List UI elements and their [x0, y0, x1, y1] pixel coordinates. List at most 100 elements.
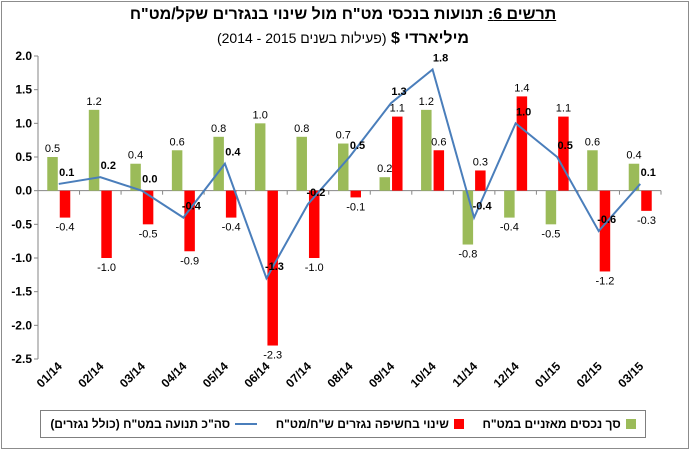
y-tick-label: 2.0: [15, 49, 32, 63]
green-bar-label: 0.4: [128, 150, 143, 162]
line-data-label: -0.6: [597, 214, 616, 226]
red-bar-label: -0.4: [222, 222, 241, 234]
line-data-label: 0.0: [142, 174, 157, 186]
red-bar-label: 1.1: [390, 103, 405, 115]
green-bar: [587, 150, 598, 191]
red-bar-label: 0.6: [431, 136, 446, 148]
legend-swatch-line: [235, 423, 258, 425]
green-bar: [254, 123, 266, 191]
green-bar-label: 0.6: [169, 136, 184, 148]
unit-label: מיליארדי $: [390, 30, 470, 47]
legend-item-red: שינוי בחשיפה נגזרים ש"ח/מט"ח: [276, 417, 464, 431]
y-tick-label: 0.0: [15, 184, 32, 198]
x-tick-label: 02/14: [75, 359, 106, 390]
figure-label: תרשים 6:: [487, 6, 557, 23]
period-label: (פעילות בשנים 2015 - 2014): [216, 30, 387, 46]
x-tick-label: 04/14: [158, 359, 189, 390]
green-bar-label: 0.8: [294, 123, 309, 135]
x-tick-label: 10/14: [408, 359, 439, 390]
red-bar: [558, 116, 569, 191]
line-data-label: -0.4: [473, 201, 493, 213]
red-bar-label: -1.0: [305, 262, 324, 274]
green-bar: [296, 136, 307, 191]
green-bar-label: -0.4: [500, 222, 519, 234]
y-tick-label: 0.5: [15, 150, 32, 164]
legend-label-red: שינוי בחשיפה נגזרים ש"ח/מט"ח: [275, 417, 449, 431]
red-bar: [392, 116, 403, 191]
line-data-label: 1.8: [433, 52, 448, 64]
red-bar-label: -1.2: [595, 275, 614, 287]
green-bar: [47, 157, 58, 191]
x-tick-label: 01/14: [34, 359, 65, 390]
legend-item-green: סך נכסים מאזניים במט"ח: [482, 417, 636, 431]
x-tick-label: 03/14: [117, 359, 148, 390]
red-bar-label: -1.0: [97, 262, 116, 274]
red-bar: [599, 190, 611, 272]
red-bar-label: -0.5: [139, 228, 158, 240]
green-bar-label: 1.2: [86, 96, 101, 108]
green-bar: [379, 177, 391, 191]
green-bar: [545, 190, 557, 225]
y-tick-label: -1.0: [11, 251, 32, 265]
green-bar-label: 1.2: [419, 96, 434, 108]
green-bar: [462, 190, 474, 245]
green-bar: [88, 109, 100, 191]
green-bar-label: 0.8: [211, 123, 226, 135]
line-data-label: 0.2: [101, 160, 116, 172]
x-tick-label: 11/14: [450, 359, 481, 390]
y-tick-label: -0.5: [11, 217, 32, 231]
red-bar-label: 0.3: [473, 156, 488, 168]
green-bar-label: 0.7: [336, 130, 351, 142]
line-data-label: 0.5: [558, 140, 573, 152]
red-bar-label: -0.9: [180, 255, 199, 267]
legend-swatch-green: [625, 419, 636, 429]
x-tick-label: 07/14: [283, 359, 314, 390]
green-bar: [338, 143, 349, 191]
green-bar: [628, 163, 640, 191]
x-tick-label: 09/14: [366, 359, 397, 390]
red-bar: [475, 170, 486, 191]
red-bar: [59, 190, 71, 218]
x-tick-label: 01/15: [532, 359, 563, 390]
red-bar: [516, 96, 528, 191]
red-bar-label: 1.1: [556, 103, 571, 115]
title-text: תנועות בנכסי מט"ח מול שינוי בנגזרים שקל/…: [129, 6, 484, 23]
x-tick-label: 03/15: [615, 359, 646, 390]
x-tick-label: 02/15: [574, 359, 605, 390]
line-data-label: 0.4: [225, 147, 241, 159]
legend-swatch-red: [453, 419, 464, 429]
green-bar-label: 0.4: [626, 150, 641, 162]
x-tick-label: 12/14: [491, 359, 522, 390]
red-bar: [101, 190, 112, 258]
y-tick-label: -1.5: [11, 285, 32, 299]
red-bar: [641, 190, 652, 211]
line-data-label: 1.3: [391, 86, 406, 98]
line-data-label: 0.5: [350, 140, 365, 152]
line-data-label: -1.3: [265, 261, 284, 273]
red-bar-label: -2.3: [263, 350, 282, 362]
red-bar: [184, 190, 195, 252]
legend-label-green: סך נכסים מאזניים במט"ח: [482, 417, 621, 431]
y-tick-label: -2.0: [11, 318, 32, 332]
line-data-label: 0.1: [641, 167, 656, 179]
green-bar: [213, 136, 224, 191]
red-bar: [350, 190, 361, 198]
line-data-label: -0.2: [306, 187, 325, 199]
y-tick-label: 1.5: [15, 83, 32, 97]
y-tick-label: -2.5: [11, 352, 32, 366]
legend-item-line: סה"כ תנועה במט"ח (כולל נגזרים): [50, 417, 258, 431]
red-bar-label: -0.4: [56, 222, 75, 234]
line-data-label: -0.4: [182, 201, 202, 213]
chart-subtitle: מיליארדי $ (פעילות בשנים 2015 - 2014): [0, 30, 686, 48]
red-bar: [308, 190, 320, 258]
red-bar-label: 1.4: [514, 82, 529, 94]
red-bar: [433, 150, 445, 191]
x-tick-label: 06/14: [241, 359, 272, 390]
line-data-label: 1.0: [516, 106, 531, 118]
green-bar-label: 0.6: [585, 136, 600, 148]
green-bar: [171, 150, 183, 191]
chart-title: תרשים 6: תנועות בנכסי מט"ח מול שינוי בנג…: [0, 6, 686, 24]
y-tick-label: 1.0: [15, 116, 32, 130]
